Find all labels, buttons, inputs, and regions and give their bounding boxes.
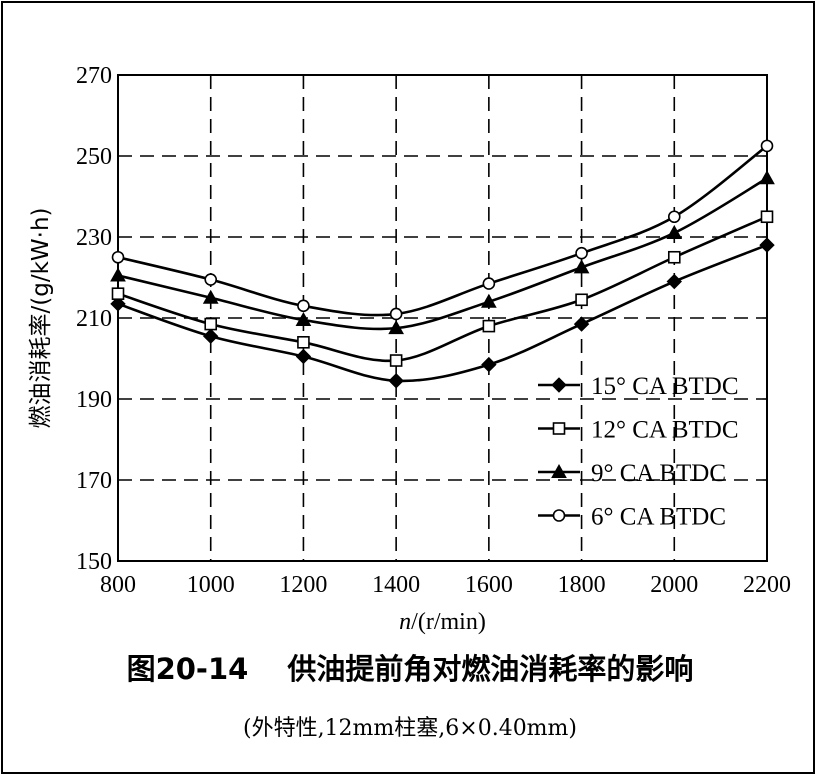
x-tick-label: 800 [100, 572, 136, 598]
series-1 [110, 237, 775, 389]
legend-label: 12° CA BTDC [591, 417, 739, 444]
y-tick-label: 230 [76, 225, 112, 251]
legend-marker [551, 377, 567, 393]
x-tick-label: 1000 [187, 572, 235, 598]
data-point [204, 317, 218, 331]
legend-label: 15° CA BTDC [591, 373, 739, 400]
data-point [482, 277, 496, 290]
data-point [110, 267, 126, 282]
legend-marker [551, 463, 567, 478]
data-point [388, 320, 404, 335]
data-point [759, 170, 775, 185]
x-tick-label: 2200 [743, 572, 791, 598]
data-point [481, 356, 497, 373]
figure-caption: 图20-14 供油提前角对燃油消耗率的影响 [126, 652, 694, 686]
data-point [110, 296, 126, 312]
data-point [760, 139, 774, 153]
data-point [111, 250, 125, 264]
sfc-line-chart: 800 1000 1200 1400 1600 1800 2000 2200 150 170 190… [28, 63, 791, 635]
legend-marker [552, 422, 566, 435]
data-point [573, 259, 590, 274]
x-axis-label: n/(r/min) [399, 609, 486, 635]
series-line [117, 243, 768, 383]
x-axis-variable: n [399, 609, 411, 635]
data-point [203, 328, 219, 344]
legend-entry: 9° CA BTDC [538, 460, 726, 487]
data-point [667, 210, 681, 224]
data-point [575, 293, 588, 307]
legend: 15° CA BTDC 12° CA BTDC 9° CA BTDC 6° CA BT… [538, 373, 739, 531]
data-point [204, 273, 218, 286]
y-tick-label: 210 [76, 306, 112, 332]
legend-entry: 12° CA BTDC [538, 417, 739, 444]
tick-labels: 800 1000 1200 1400 1600 1800 2000 2200 150 170 190… [76, 63, 791, 598]
data-point [388, 373, 404, 389]
legend-entry: 15° CA BTDC [538, 373, 739, 400]
data-point [575, 246, 588, 260]
legend-marker [552, 509, 566, 522]
y-axis-label: 燃油消耗率/(g/kW·h) [28, 208, 54, 429]
y-tick-label: 170 [76, 468, 112, 494]
data-point [389, 307, 403, 321]
data-point [666, 273, 682, 290]
data-point [573, 316, 590, 332]
data-point [482, 319, 496, 333]
data-point [389, 354, 403, 367]
series-line [117, 144, 768, 317]
y-tick-label: 250 [76, 144, 112, 170]
data-point [111, 287, 125, 301]
x-tick-label: 1400 [372, 572, 420, 598]
data-point [297, 335, 310, 349]
x-tick-label: 1200 [279, 572, 327, 598]
x-tick-label: 1600 [465, 572, 513, 598]
y-tick-label: 150 [76, 549, 112, 575]
legend-label: 9° CA BTDC [591, 460, 726, 487]
y-tick-label: 270 [76, 63, 112, 89]
x-tick-label: 1800 [558, 572, 606, 598]
data-point [202, 289, 219, 304]
data-point [666, 224, 683, 239]
y-tick-label: 190 [76, 387, 112, 413]
figure-subcaption: (外特性,12mm柱塞,6×0.40mm) [242, 716, 577, 741]
x-tick-label: 2000 [650, 572, 698, 598]
series-4 [111, 139, 774, 321]
data-point [667, 250, 681, 264]
series-2 [111, 210, 774, 367]
data-point [481, 293, 497, 308]
legend-entry: 6° CA BTDC [538, 504, 726, 531]
data-point [297, 299, 310, 313]
series-3 [110, 170, 775, 335]
legend-label: 6° CA BTDC [591, 504, 726, 531]
x-axis-unit: /(r/min) [411, 609, 486, 635]
data-point [759, 237, 775, 253]
data-point [295, 348, 312, 365]
data-point [295, 312, 312, 327]
plot-border [117, 74, 768, 562]
series-lines [110, 139, 775, 389]
data-point [760, 210, 774, 224]
